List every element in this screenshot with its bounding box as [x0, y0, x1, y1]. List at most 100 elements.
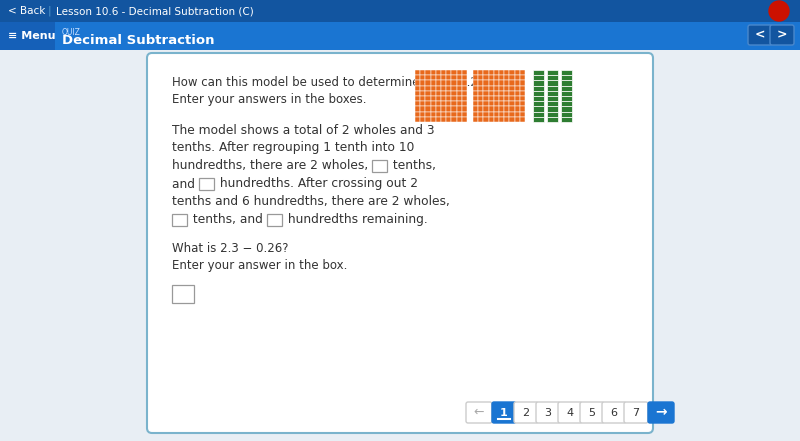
Bar [494, 70, 499, 75]
Bar [462, 70, 467, 75]
Bar [436, 106, 441, 112]
Bar [446, 86, 451, 91]
FancyBboxPatch shape [602, 402, 626, 423]
Bar [446, 70, 451, 75]
Bar [533, 70, 544, 75]
Bar [533, 96, 544, 101]
Bar [504, 70, 510, 75]
Bar [457, 70, 462, 75]
Bar [473, 75, 478, 80]
Bar [426, 70, 430, 75]
Bar [520, 86, 525, 91]
Bar [494, 75, 499, 80]
Text: tenths, and: tenths, and [189, 213, 266, 227]
Bar [561, 117, 572, 122]
Bar [420, 91, 426, 96]
Bar [504, 106, 510, 112]
Bar [547, 101, 558, 106]
Bar [462, 75, 467, 80]
Bar [457, 80, 462, 86]
Text: 2: 2 [522, 407, 530, 418]
Bar [561, 96, 572, 101]
Bar [415, 101, 420, 106]
Bar [520, 80, 525, 86]
Bar [533, 106, 544, 112]
Bar [446, 80, 451, 86]
Bar [420, 106, 426, 112]
Bar [441, 112, 446, 117]
Bar [462, 86, 467, 91]
FancyBboxPatch shape [514, 402, 538, 423]
Bar [561, 101, 572, 106]
Bar [266, 214, 282, 226]
Bar [561, 91, 572, 96]
Bar [561, 80, 572, 86]
Bar [514, 117, 520, 122]
Text: |: | [48, 6, 52, 16]
Text: and: and [172, 177, 199, 191]
Bar [441, 96, 446, 101]
Bar [457, 96, 462, 101]
Bar [415, 75, 420, 80]
Bar [489, 96, 494, 101]
Bar [426, 112, 430, 117]
Bar [430, 106, 436, 112]
Text: Enter your answers in the boxes.: Enter your answers in the boxes. [172, 93, 366, 106]
Bar [533, 101, 544, 106]
Bar [499, 106, 504, 112]
Bar [478, 75, 483, 80]
Bar [462, 91, 467, 96]
Bar [457, 106, 462, 112]
Bar [446, 106, 451, 112]
Bar [499, 86, 504, 91]
Bar [441, 117, 446, 122]
Bar [457, 91, 462, 96]
Bar [420, 86, 426, 91]
Bar [514, 80, 520, 86]
Bar [489, 101, 494, 106]
Bar [372, 160, 387, 172]
FancyBboxPatch shape [492, 402, 516, 423]
Bar [520, 96, 525, 101]
Bar [462, 101, 467, 106]
Bar [457, 112, 462, 117]
Bar [514, 70, 520, 75]
Bar [547, 106, 558, 112]
Circle shape [769, 1, 789, 21]
Bar [561, 86, 572, 91]
Bar [561, 106, 572, 112]
FancyBboxPatch shape [147, 53, 653, 433]
Bar [520, 106, 525, 112]
Bar [520, 70, 525, 75]
Bar [483, 75, 489, 80]
Text: The model shows a total of 2 wholes and 3: The model shows a total of 2 wholes and … [172, 123, 434, 137]
Bar [510, 75, 514, 80]
Bar [473, 106, 478, 112]
Bar [494, 112, 499, 117]
Bar [478, 91, 483, 96]
Bar [441, 75, 446, 80]
Bar [430, 101, 436, 106]
Bar [430, 117, 436, 122]
Bar [436, 112, 441, 117]
Bar [494, 106, 499, 112]
Bar [436, 96, 441, 101]
Text: >: > [777, 29, 787, 41]
Bar [547, 112, 558, 117]
Bar [494, 80, 499, 86]
Bar [451, 101, 457, 106]
Bar [462, 106, 467, 112]
Bar [483, 86, 489, 91]
Bar [504, 91, 510, 96]
Bar [441, 101, 446, 106]
FancyBboxPatch shape [536, 402, 560, 423]
Bar [441, 91, 446, 96]
FancyBboxPatch shape [624, 402, 648, 423]
Bar [426, 86, 430, 91]
Bar [451, 75, 457, 80]
Bar [494, 91, 499, 96]
Bar [499, 75, 504, 80]
Text: ≡ Menu: ≡ Menu [8, 31, 55, 41]
Bar [446, 112, 451, 117]
Bar [426, 75, 430, 80]
